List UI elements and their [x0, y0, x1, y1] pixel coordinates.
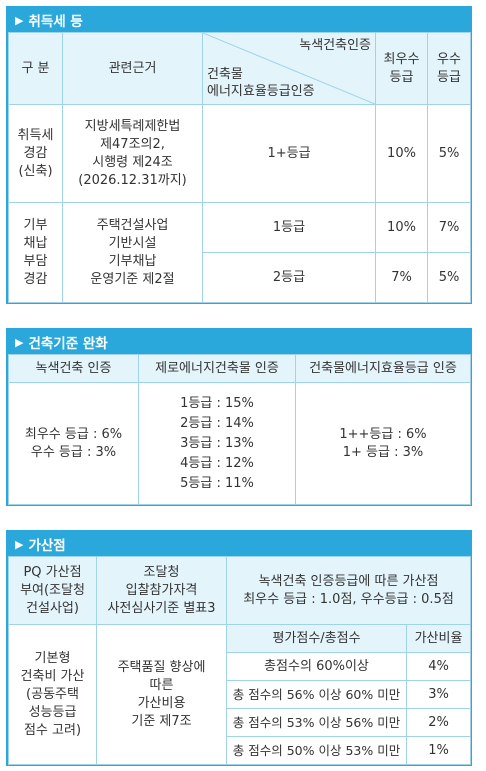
cell-quality-basis: 주택품질 향상에 따른 가산비용 기준 제7조 — [96, 624, 227, 765]
cell-green-building-rates: 최우수 등급 : 6% 우수 등급 : 3% — [8, 382, 139, 505]
diagonal-line — [203, 33, 375, 104]
score-row-1: 총점수의 60%이상 — [226, 652, 407, 681]
row2-exc2: 5% — [427, 252, 471, 303]
building-relaxation-table: 녹색건축 인증 제로에너지건축물 인증 건축물에너지효율등급 인증 최우수 등급… — [8, 354, 471, 505]
cell-basic-cost-bonus: 기본형 건축비 가산 (공동주택 성능등급 점수 고려) — [8, 624, 97, 765]
header-energy-efficiency: 건축물에너지효율등급 인증 — [295, 354, 471, 383]
row2-grade2: 2등급 — [202, 252, 376, 303]
row2-best1: 10% — [375, 202, 428, 253]
rate-row-2: 3% — [405, 680, 472, 709]
rate-row-1: 4% — [405, 652, 472, 681]
header-gubun: 구 분 — [8, 32, 63, 105]
triangle-right-icon: ▶ — [15, 537, 24, 551]
header-basis: 관련근거 — [62, 32, 203, 105]
score-row-3: 총 점수의 53% 이상 56% 미만 — [226, 708, 407, 737]
subheader-rate: 가산비율 — [405, 624, 472, 653]
section-header: ▶ 건축기준 완화 — [8, 330, 470, 354]
header-energy-efficiency-cert: 건축물 에너지효율등급인증 — [207, 67, 315, 99]
cell-energy-efficiency-rates: 1++등급 : 6% 1+ 등급 : 3% — [295, 382, 471, 505]
rate-row-3: 2% — [405, 708, 472, 737]
row2-gubun: 기부 채납 부담 경감 — [8, 202, 63, 303]
row2-exc1: 7% — [427, 202, 471, 253]
bonus-points-table: PQ 가산점 부여(조달청 건설사업) 조달청 입찰참가자격 사전심사기준 별표… — [8, 556, 472, 765]
header-pq-bonus: PQ 가산점 부여(조달청 건설사업) — [8, 556, 97, 625]
section-title: 건축기준 완화 — [28, 336, 108, 352]
row2-best2: 7% — [375, 252, 428, 303]
row1-basis: 지방세특례제한법 제47조의2, 시행령 제24조 (2026.12.31까지) — [62, 104, 203, 203]
row1-excellent: 5% — [427, 104, 471, 203]
section-header: ▶ 취득세 등 — [8, 8, 470, 32]
triangle-right-icon: ▶ — [15, 335, 24, 349]
section-building-relaxation: ▶ 건축기준 완화 녹색건축 인증 제로에너지건축물 인증 건축물에너지효율등급… — [6, 328, 472, 506]
row2-basis: 주택건설사업 기반시설 기부채납 운영기준 제2절 — [62, 202, 203, 303]
section-header: ▶ 가산점 — [8, 532, 470, 556]
section-bonus-points: ▶ 가산점 PQ 가산점 부여(조달청 건설사업) 조달청 입찰참가자격 사전심… — [6, 530, 472, 766]
row2-grade1: 1등급 — [202, 202, 376, 253]
score-row-4: 총 점수의 50% 이상 53% 미만 — [226, 736, 407, 765]
row1-grade: 1+등급 — [202, 104, 376, 203]
rate-row-4: 1% — [405, 736, 472, 765]
cell-zero-energy-rates: 1등급 : 15% 2등급 : 14% 3등급 : 13% 4등급 : 12% … — [138, 382, 296, 505]
section-title: 취득세 등 — [28, 14, 83, 30]
header-green-bonus: 녹색건축 인증등급에 따른 가산점 최우수 등급 : 1.0점, 우수등급 : … — [225, 556, 472, 625]
header-green-building: 녹색건축 인증 — [8, 354, 139, 383]
subheader-score: 평가점수/총점수 — [226, 624, 407, 653]
header-best-grade: 최우수 등급 — [375, 32, 428, 105]
row1-best: 10% — [375, 104, 428, 203]
header-zero-energy: 제로에너지건축물 인증 — [138, 354, 296, 383]
score-row-2: 총 점수의 56% 이상 60% 미만 — [226, 680, 407, 709]
row1-gubun: 취득세 경감 (신축) — [8, 104, 63, 203]
header-excellent-grade: 우수 등급 — [427, 32, 471, 105]
section-title: 가산점 — [28, 538, 66, 554]
acquisition-tax-table: 구 분 관련근거 녹색건축인증 건축물 에너지효율등급인증 최우수 등급 우수 … — [8, 32, 471, 303]
header-green-building-cert: 녹색건축인증 — [299, 38, 371, 53]
triangle-right-icon: ▶ — [15, 13, 24, 27]
header-procurement-basis: 조달청 입찰참가자격 사전심사기준 별표3 — [96, 556, 227, 625]
header-diagonal-cell: 녹색건축인증 건축물 에너지효율등급인증 — [202, 32, 376, 105]
section-acquisition-tax: ▶ 취득세 등 구 분 관련근거 녹색건축인증 건축물 에너지효율등급인증 최우… — [6, 6, 472, 304]
